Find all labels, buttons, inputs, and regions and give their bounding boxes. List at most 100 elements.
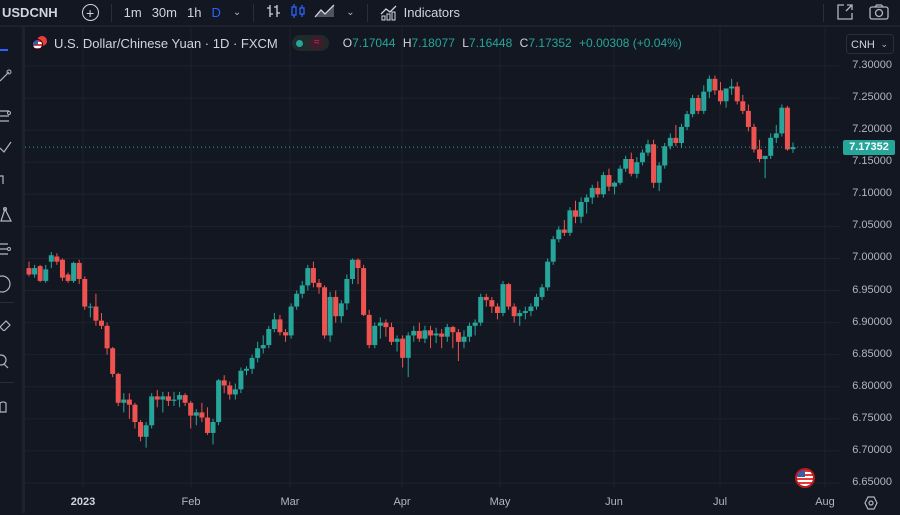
candle bbox=[177, 395, 183, 400]
candle bbox=[612, 182, 618, 187]
candle bbox=[695, 98, 701, 111]
candle bbox=[651, 144, 657, 183]
ruler-icon[interactable] bbox=[0, 317, 12, 331]
candle bbox=[589, 187, 595, 198]
add-symbol-button[interactable]: + bbox=[81, 4, 99, 21]
brush-icon[interactable] bbox=[0, 140, 12, 154]
close-value: 7.17352 bbox=[528, 36, 572, 50]
candle bbox=[260, 345, 266, 349]
candle bbox=[478, 296, 484, 323]
candle bbox=[249, 357, 255, 369]
candle bbox=[533, 296, 539, 307]
area-chart-button[interactable] bbox=[314, 3, 336, 22]
candle bbox=[461, 336, 467, 342]
price-tick: 6.65000 bbox=[852, 475, 892, 488]
candle bbox=[216, 380, 222, 423]
candle bbox=[76, 262, 82, 279]
chart-settings-button[interactable] bbox=[864, 496, 878, 515]
candle bbox=[143, 425, 149, 437]
us-economic-event-marker[interactable] bbox=[795, 468, 815, 488]
drawing-toolbar bbox=[0, 27, 25, 513]
high-value: 7.18077 bbox=[411, 36, 455, 50]
chevron-down-icon: ⌄ bbox=[346, 7, 355, 18]
prediction-icon[interactable] bbox=[0, 242, 12, 256]
market-open-dot-icon bbox=[295, 39, 303, 47]
price-tick: 7.05000 bbox=[852, 219, 892, 232]
candle bbox=[199, 412, 205, 418]
candle bbox=[773, 133, 779, 138]
time-tick: Jun bbox=[605, 496, 623, 508]
candle bbox=[422, 330, 428, 339]
candle bbox=[718, 90, 724, 102]
candle bbox=[288, 306, 294, 336]
chart-pane[interactable] bbox=[25, 27, 840, 487]
candle bbox=[204, 417, 210, 433]
top-toolbar: USDCNH + 1m 30m 1h D ⌄ ⌄ Indicators bbox=[0, 0, 900, 27]
candle bbox=[355, 259, 361, 269]
interval-dropdown-button[interactable]: ⌄ bbox=[233, 7, 241, 18]
ohlc-values: O7.17044 H7.18077 L7.16448 C7.17352 +0.0… bbox=[342, 36, 682, 50]
fib-retracement-icon[interactable] bbox=[0, 109, 12, 123]
candle bbox=[232, 389, 238, 395]
candle bbox=[511, 306, 517, 317]
candle bbox=[439, 333, 445, 337]
toolbar-divider bbox=[823, 3, 824, 22]
candle bbox=[227, 385, 233, 395]
bars-chart-button[interactable] bbox=[266, 3, 282, 22]
candle bbox=[550, 239, 556, 262]
time-tick: Jul bbox=[712, 496, 728, 508]
toolbar-divider bbox=[0, 382, 14, 383]
candle bbox=[37, 266, 43, 281]
candle bbox=[327, 296, 333, 336]
zoom-icon[interactable] bbox=[0, 353, 12, 369]
time-axis[interactable]: 2023 Feb Mar Apr May Jun Jul Aug bbox=[25, 490, 840, 513]
candle bbox=[121, 399, 127, 403]
interval-D[interactable]: D bbox=[211, 5, 221, 20]
symbol-title[interactable]: U.S. Dollar/Chinese Yuan · 1D · FXCM bbox=[54, 35, 278, 51]
candle bbox=[500, 284, 506, 313]
cursor-tool-indicator[interactable] bbox=[0, 49, 8, 51]
candle bbox=[255, 348, 261, 358]
market-status-badge[interactable]: ≈ bbox=[291, 35, 329, 51]
candle bbox=[388, 327, 394, 342]
interval-1m[interactable]: 1m bbox=[123, 5, 142, 20]
toolbar-divider bbox=[253, 3, 255, 22]
candle bbox=[467, 325, 473, 337]
interval-1h[interactable]: 1h bbox=[186, 5, 202, 20]
candle bbox=[444, 327, 450, 337]
emoji-icon[interactable] bbox=[0, 275, 12, 293]
candle bbox=[433, 333, 439, 336]
price-tick: 6.85000 bbox=[852, 347, 892, 360]
currency-selector[interactable]: CNH ⌄ bbox=[846, 34, 894, 54]
price-axis[interactable]: 7.30000 7.25000 7.20000 7.15000 7.10000 7.050… bbox=[840, 27, 900, 513]
indicators-button[interactable]: Indicators bbox=[380, 5, 460, 21]
text-tool-icon[interactable] bbox=[0, 172, 12, 186]
magnet-icon[interactable] bbox=[0, 397, 12, 413]
candlestick-chart[interactable] bbox=[25, 27, 840, 487]
candle bbox=[561, 229, 567, 233]
candle bbox=[706, 78, 712, 92]
symbol-search-button[interactable]: USDCNH bbox=[2, 5, 58, 20]
candle bbox=[243, 368, 249, 371]
candle bbox=[394, 338, 400, 342]
candle bbox=[455, 332, 461, 342]
bars-icon bbox=[267, 5, 281, 17]
candle bbox=[366, 314, 372, 346]
trend-line-icon[interactable] bbox=[0, 69, 12, 83]
candle bbox=[400, 338, 406, 358]
candle bbox=[344, 278, 350, 304]
interval-30m[interactable]: 30m bbox=[151, 5, 177, 20]
candle bbox=[701, 91, 707, 111]
low-value: 7.16448 bbox=[468, 36, 513, 50]
pattern-icon[interactable] bbox=[0, 207, 12, 223]
candle bbox=[494, 306, 500, 313]
popout-button[interactable] bbox=[836, 3, 854, 24]
price-tick: 6.70000 bbox=[852, 443, 892, 456]
candles-chart-button[interactable] bbox=[290, 3, 306, 22]
candle bbox=[784, 107, 790, 150]
price-tick: 7.15000 bbox=[852, 155, 892, 168]
chart-type-dropdown-button[interactable]: ⌄ bbox=[346, 7, 354, 18]
screenshot-button[interactable] bbox=[869, 3, 889, 24]
candle bbox=[673, 137, 679, 143]
candle bbox=[729, 86, 735, 89]
